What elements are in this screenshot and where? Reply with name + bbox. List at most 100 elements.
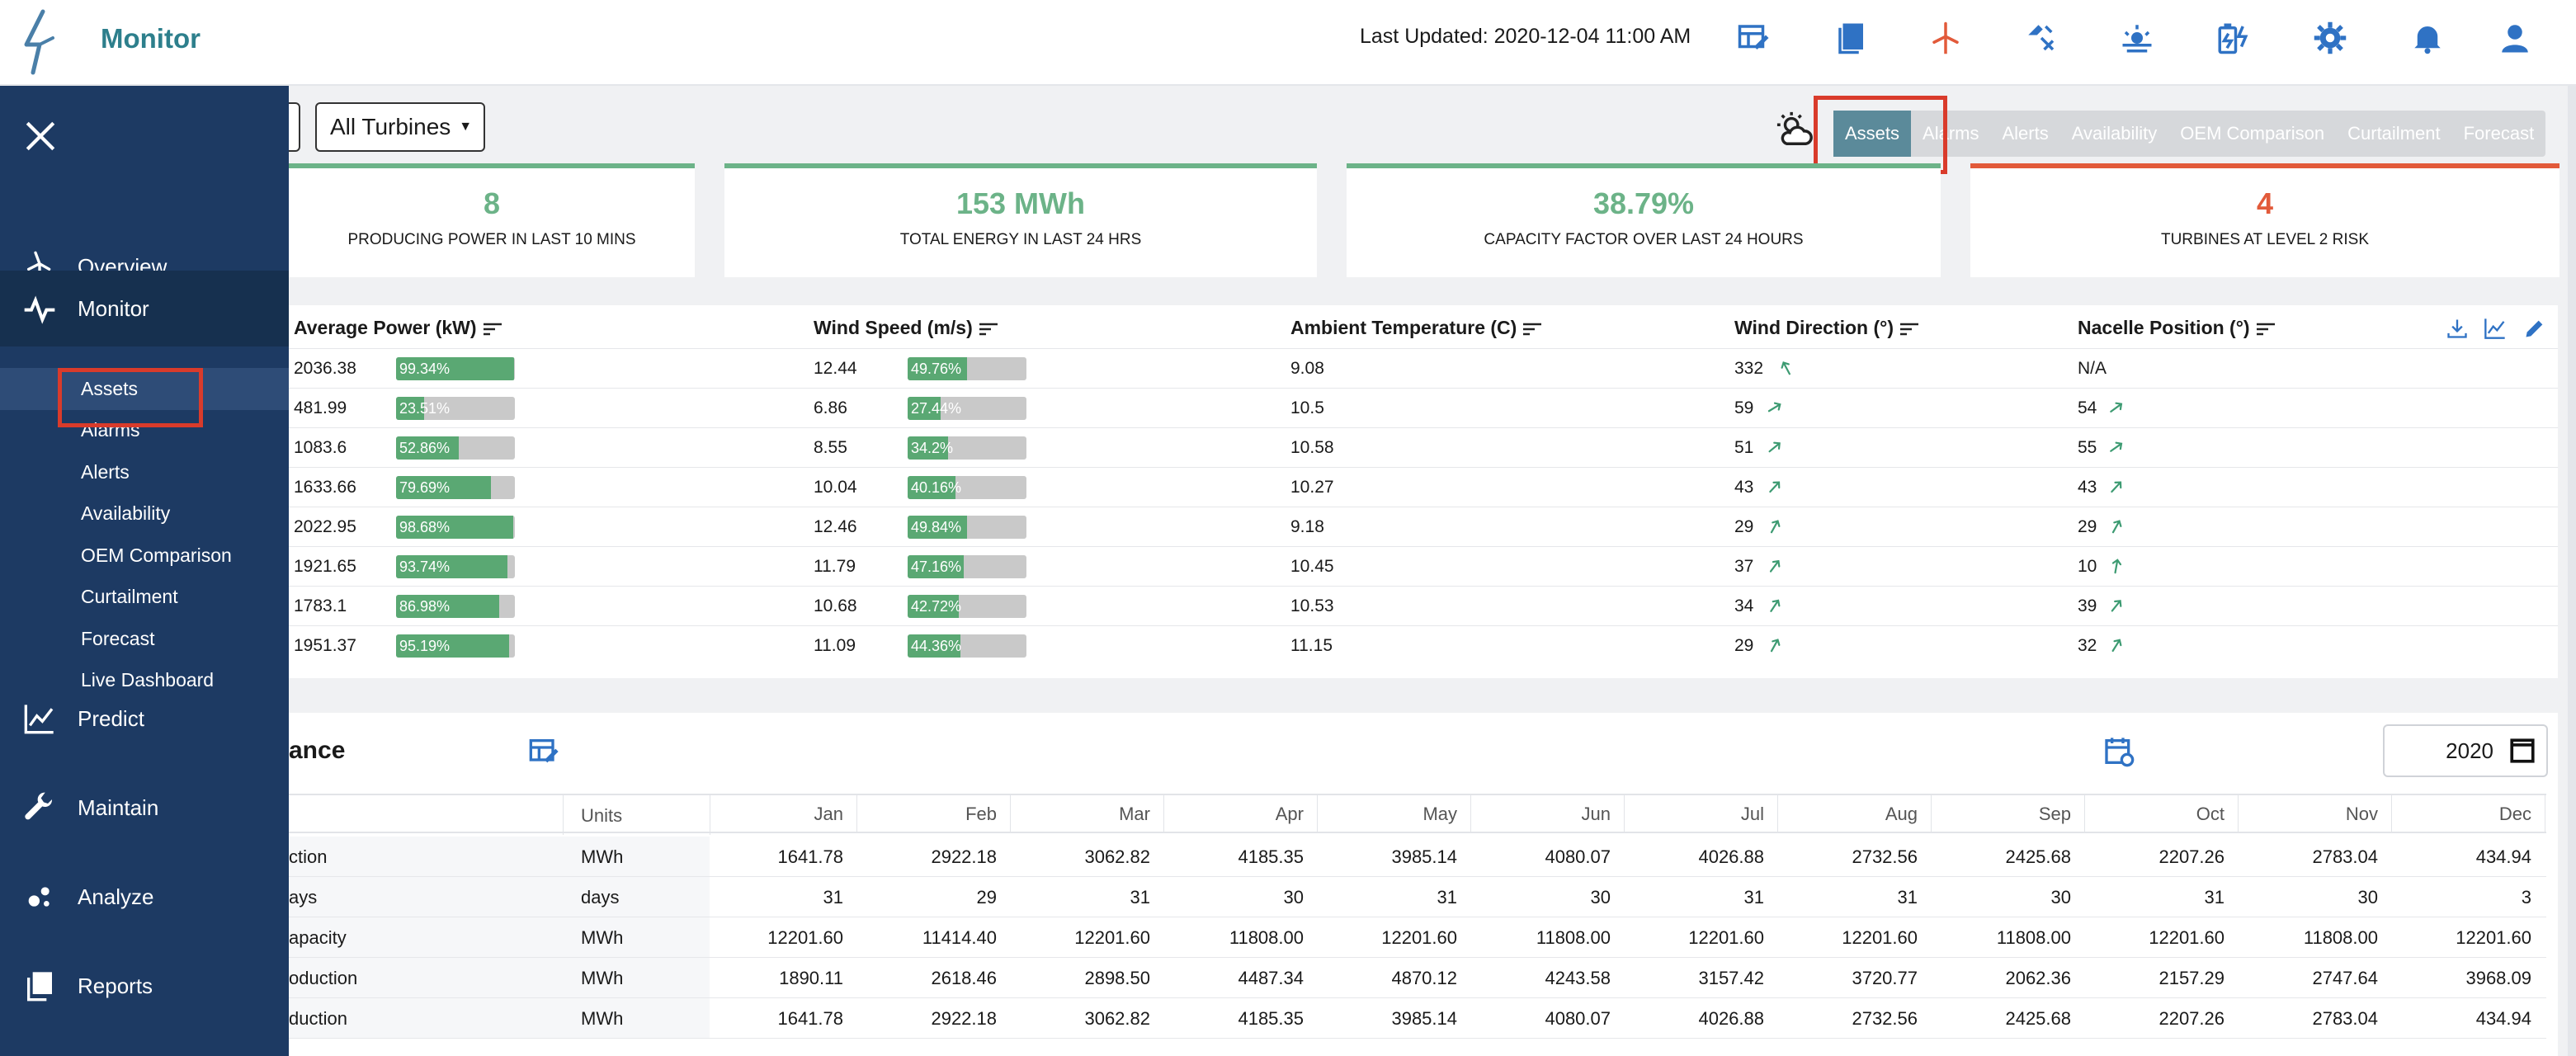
- sidebar-sub-live-dashboard[interactable]: Live Dashboard: [81, 669, 215, 691]
- close-icon[interactable]: [23, 119, 58, 153]
- assets-table-panel: [289, 305, 2558, 678]
- table-row[interactable]: duction MWh 1641.78 2922.18 3062.82 4185.35 39…: [289, 998, 2546, 1039]
- sidebar-item-analyze[interactable]: Analyze: [0, 860, 289, 934]
- col-header-jun[interactable]: Jun: [1581, 804, 1611, 824]
- table-row[interactable]: 481.99 23.51% 6.86 27.44% 10.5 59 54: [289, 388, 2558, 427]
- sidebar-sub-alerts[interactable]: Alerts: [81, 460, 130, 483]
- app-logo-icon[interactable]: [15, 8, 63, 76]
- table-row[interactable]: 2036.38 99.34% 12.44 49.76% 9.08 332 N/A: [289, 348, 2558, 388]
- col-header-wind-direction[interactable]: Wind Direction (°): [1734, 317, 1918, 339]
- col-header-jan[interactable]: Jan: [814, 804, 843, 824]
- partly-cloudy-icon[interactable]: [1776, 111, 1814, 148]
- month-value: 30: [1283, 887, 1304, 908]
- tab-forecast[interactable]: Forecast: [2463, 123, 2535, 144]
- bar-fill: [908, 476, 955, 499]
- sort-icon[interactable]: [979, 323, 998, 336]
- sidebar-sub-assets[interactable]: Assets: [0, 368, 289, 410]
- col-header-apr[interactable]: Apr: [1275, 804, 1304, 824]
- col-header-oct[interactable]: Oct: [2196, 804, 2225, 824]
- col-header-jul[interactable]: Jul: [1740, 804, 1764, 824]
- col-header-may[interactable]: May: [1422, 804, 1457, 824]
- tab-oem-comparison[interactable]: OEM Comparison: [2180, 123, 2325, 144]
- bar-fill: [908, 436, 949, 460]
- user-icon[interactable]: [2495, 18, 2535, 58]
- month-value: 4870.12: [1391, 968, 1457, 988]
- col-header-ambient-temperature[interactable]: Ambient Temperature (C): [1290, 317, 1542, 339]
- average-power-value: 2036.38: [294, 359, 356, 378]
- tab-assets[interactable]: Assets: [1833, 111, 1912, 157]
- sidebar-sub-availability[interactable]: Availability: [81, 502, 171, 525]
- sort-icon[interactable]: [1899, 323, 1918, 336]
- col-header-nacelle-position[interactable]: Nacelle Position (°): [2078, 317, 2275, 339]
- scrollbar-edge[interactable]: [2568, 86, 2576, 1056]
- table-edit-icon[interactable]: [528, 735, 561, 768]
- pencil-icon[interactable]: [2523, 317, 2546, 340]
- table-row[interactable]: ction MWh 1641.78 2922.18 3062.82 4185.35 3985…: [289, 837, 2546, 877]
- col-header-feb[interactable]: Feb: [965, 804, 997, 824]
- nacelle-position-value: N/A: [2078, 359, 2107, 378]
- table-row[interactable]: 1633.66 79.69% 10.04 40.16% 10.27 43 43: [289, 467, 2558, 507]
- tab-availability[interactable]: Availability: [2071, 123, 2158, 144]
- sidebar-item-reports[interactable]: Reports: [0, 949, 289, 1023]
- wind-speed-value: 8.55: [814, 438, 847, 457]
- table-row[interactable]: oduction MWh 1890.11 2618.46 2898.50 4487.34 4…: [289, 958, 2546, 998]
- col-header-average-power[interactable]: Average Power (kW): [294, 317, 502, 339]
- col-header-mar[interactable]: Mar: [1119, 804, 1150, 824]
- col-header-aug[interactable]: Aug: [1885, 804, 1918, 824]
- book-icon[interactable]: [1832, 18, 1871, 58]
- month-value: 3985.14: [1391, 846, 1457, 867]
- table-row[interactable]: ays days 31 29 31 30 31 30 31 31 30 31 30 3: [289, 877, 2546, 917]
- tab-alerts[interactable]: Alerts: [2002, 123, 2049, 144]
- wind-speed-value: 10.04: [814, 478, 857, 497]
- weather-warning-icon[interactable]: [2022, 18, 2061, 58]
- wind-direction-value: 332: [1734, 359, 1764, 378]
- col-header-dec[interactable]: Dec: [2498, 804, 2531, 824]
- col-header-sep[interactable]: Sep: [2038, 804, 2071, 824]
- sidebar-item-monitor[interactable]: Monitor: [0, 271, 289, 346]
- site-filter-select[interactable]: [289, 102, 300, 152]
- chart-line-icon[interactable]: [2484, 317, 2507, 340]
- col-header-units[interactable]: Units: [581, 805, 623, 826]
- sort-icon[interactable]: [483, 323, 502, 336]
- col-header-nov[interactable]: Nov: [2345, 804, 2378, 824]
- sidebar-sub-forecast[interactable]: Forecast: [81, 627, 155, 649]
- turbines-filter-select[interactable]: All Turbines ▼: [315, 102, 485, 152]
- wind-speed-value: 10.68: [814, 596, 857, 615]
- table-row[interactable]: 1783.1 86.98% 10.68 42.72% 10.53 34 39: [289, 586, 2558, 625]
- sidebar: Overview Monitor Assets Alarms Alerts Av…: [0, 86, 289, 1056]
- wind-turbine-icon[interactable]: [1926, 18, 1965, 58]
- sidebar-sub-alarms[interactable]: Alarms: [81, 419, 140, 441]
- wind-speed-value: 6.86: [814, 398, 847, 417]
- gear-icon[interactable]: [2310, 18, 2350, 58]
- col-header-wind-speed[interactable]: Wind Speed (m/s): [814, 317, 998, 339]
- table-row[interactable]: 1083.6 52.86% 8.55 34.2% 10.58 51 55: [289, 427, 2558, 467]
- table-row[interactable]: 2022.95 98.68% 12.46 49.84% 9.18 29 29: [289, 507, 2558, 546]
- sidebar-sub-oem-comparison[interactable]: OEM Comparison: [81, 544, 232, 566]
- sort-icon[interactable]: [1523, 323, 1542, 336]
- direction-arrow-icon: [1769, 481, 1781, 493]
- bar-label: 40.16%: [911, 479, 962, 496]
- bell-icon[interactable]: [2408, 18, 2447, 58]
- download-icon[interactable]: [2446, 317, 2469, 340]
- month-value: 1641.78: [777, 1008, 843, 1029]
- sidebar-item-predict[interactable]: Predict: [0, 681, 289, 756]
- tab-alarms[interactable]: Alarms: [1923, 123, 1979, 144]
- battery-charge-icon[interactable]: [2213, 18, 2253, 58]
- table-row[interactable]: 1921.65 93.74% 11.79 47.16% 10.45 37 10: [289, 546, 2558, 586]
- sort-icon[interactable]: [2256, 323, 2275, 336]
- table-edit-icon[interactable]: [1734, 18, 1774, 58]
- row-label-cell: [289, 917, 710, 958]
- month-value: 30: [2050, 887, 2071, 908]
- table-row[interactable]: 1951.37 95.19% 11.09 44.36% 11.15 29 32: [289, 625, 2558, 665]
- month-value: 12201.60: [767, 927, 843, 948]
- tab-curtailment[interactable]: Curtailment: [2347, 123, 2441, 144]
- calendar-icon[interactable]: [2508, 737, 2536, 765]
- sun-haze-icon[interactable]: [2117, 18, 2157, 58]
- table-row[interactable]: apacity MWh 12201.60 11414.40 12201.60 11808.…: [289, 917, 2546, 958]
- year-input[interactable]: 2020: [2383, 724, 2548, 777]
- ambient-temperature-value: 10.58: [1290, 438, 1334, 457]
- sidebar-item-maintain[interactable]: Maintain: [0, 771, 289, 845]
- wrench-icon: [25, 792, 53, 820]
- calendar-refresh-icon[interactable]: [2102, 735, 2135, 768]
- sidebar-sub-curtailment[interactable]: Curtailment: [81, 586, 178, 608]
